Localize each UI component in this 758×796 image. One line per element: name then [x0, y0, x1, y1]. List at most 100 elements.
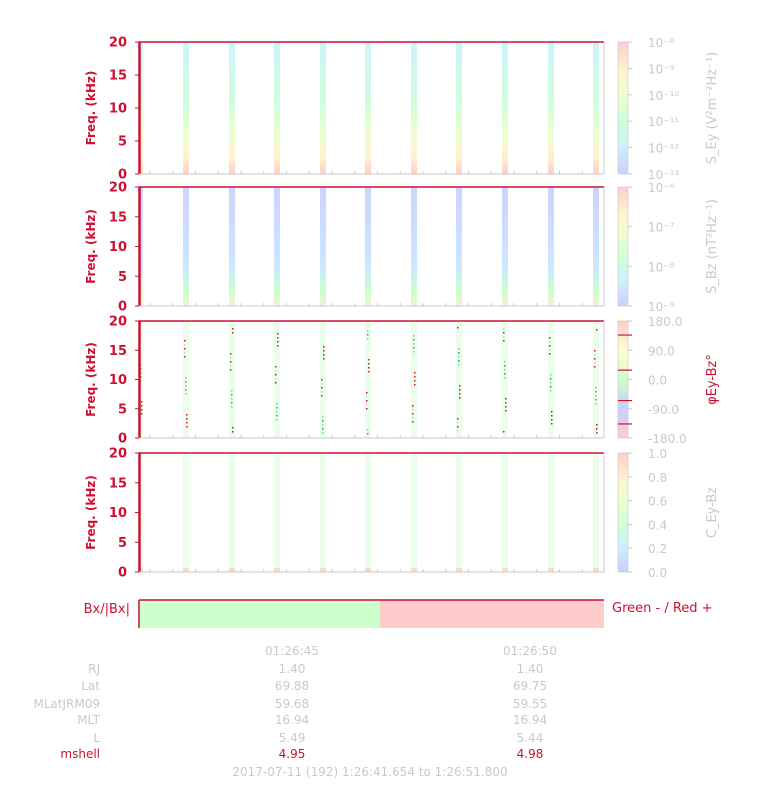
phase-dot	[549, 345, 551, 347]
phase-dot	[367, 338, 369, 340]
phase-dot	[412, 409, 414, 411]
phase-dot	[595, 391, 597, 393]
burst-column	[229, 42, 235, 174]
burst-column	[139, 187, 143, 306]
eph-col2-mshell: 4.98	[516, 747, 544, 761]
eph-label-lat: Lat	[81, 679, 100, 693]
phase-dot	[594, 366, 596, 368]
phase-dot	[459, 389, 461, 391]
y-tick-label: 5	[118, 402, 127, 417]
burst-column	[593, 321, 599, 438]
phase-dot	[322, 432, 324, 434]
bx-label: Bx/|Bx|	[84, 602, 130, 617]
phase-dot	[366, 408, 368, 410]
eph-col2-mlt: 16.94	[512, 713, 548, 727]
colorbar-tick-label: 10⁻⁹	[648, 300, 675, 314]
phase-dot	[141, 405, 143, 407]
colorbar-tick-label: 10⁻⁷	[648, 221, 675, 235]
phase-dot	[412, 417, 414, 419]
colorbar	[617, 186, 629, 307]
eph-col2-lat: 69.75	[512, 679, 548, 693]
burst-column	[274, 42, 280, 174]
phase-dot	[549, 341, 551, 343]
phase-dot	[457, 426, 459, 428]
burst-column	[548, 453, 554, 572]
phase-dot	[504, 365, 506, 367]
burst-column	[320, 321, 326, 438]
phase-dot	[458, 356, 460, 358]
colorbar-tick-label: 0.4	[648, 518, 667, 532]
phase-dot	[141, 401, 143, 403]
burst-column	[320, 453, 326, 572]
burst-column	[456, 42, 462, 174]
phase-dot	[595, 403, 597, 405]
phase-dot	[322, 416, 324, 418]
phase-dot	[596, 432, 598, 434]
phase-dot	[322, 420, 324, 422]
y-tick-label: 15	[109, 210, 127, 225]
phase-dot	[231, 390, 233, 392]
eph-col1-mlt: 16.94	[274, 713, 310, 727]
phase-dot	[505, 402, 507, 404]
burst-base	[456, 568, 462, 572]
phase-dot	[230, 361, 232, 363]
burst-column	[139, 453, 143, 572]
colorbar-tick-label: 10⁻⁸	[648, 36, 675, 50]
phase-dot	[277, 345, 279, 347]
eph-label-rj: RJ	[88, 662, 100, 676]
phase-dot	[276, 415, 278, 417]
colorbar-tick-label: 10⁻¹¹	[648, 115, 679, 129]
phase-dot	[184, 356, 186, 358]
phase-dot	[367, 330, 369, 332]
y-tick-label: 5	[118, 536, 127, 551]
spectrogram-panel-1: 0 5 10 15 20 Freq. (kHz) 10⁻⁸ 10⁻⁹ 10⁻¹⁰ 10⁻¹¹ 10⁻…	[84, 36, 720, 183]
phase-dot	[368, 363, 370, 365]
eph-label-mlat: MLatJRM09	[33, 697, 100, 711]
y-tick-label: 0	[118, 566, 127, 581]
eph-label-l: L	[93, 731, 100, 745]
colorbar-tick-label: 1.0	[648, 447, 667, 461]
burst-column	[229, 187, 235, 306]
y-tick-label: 5	[118, 270, 127, 285]
colorbar-tick-label: 0.2	[648, 542, 667, 556]
phase-dot	[504, 369, 506, 371]
y-tick-label: 0	[118, 432, 127, 447]
phase-dot	[458, 360, 460, 362]
spectrogram-panel-2: 0 5 10 15 20 Freq. (kHz) 10⁻⁶ 10⁻⁷ 10⁻⁸ 10⁻⁹ S_Bz …	[84, 181, 720, 315]
phase-dot	[413, 335, 415, 337]
burst-column	[320, 42, 326, 174]
phase-dot	[503, 328, 505, 330]
phase-dot	[366, 392, 368, 394]
phase-dot	[505, 406, 507, 408]
colorbar-tick-label: 0.0	[648, 566, 667, 580]
phase-dot	[322, 428, 324, 430]
phase-dot	[459, 393, 461, 395]
burst-base	[229, 568, 235, 572]
phase-dot	[367, 429, 369, 431]
colorbar-tick-label: 10⁻⁹	[648, 62, 675, 76]
phase-dot	[412, 421, 414, 423]
phase-dot	[550, 374, 552, 376]
phase-dot	[550, 382, 552, 384]
colorbar-label: S_Bz (nT²Hz⁻¹)	[705, 199, 720, 294]
phase-dot	[275, 366, 277, 368]
y-axis-label: Freq. (kHz)	[84, 342, 98, 417]
phase-dot	[457, 430, 459, 432]
phase-dot	[186, 422, 188, 424]
phase-dot	[275, 374, 277, 376]
time-tick-label: 01:26:50	[503, 644, 557, 658]
phase-dot	[275, 382, 277, 384]
burst-column	[411, 42, 417, 174]
phase-dot	[594, 358, 596, 360]
phase-dot	[503, 431, 505, 433]
colorbar-tick-label: -180.0	[648, 432, 687, 446]
phase-dot	[457, 327, 459, 329]
burst-column	[502, 321, 508, 438]
phase-dot	[323, 350, 325, 352]
colorbar-tick-label: 0.6	[648, 495, 667, 509]
phase-dot	[277, 341, 279, 343]
phase-dot	[412, 405, 414, 407]
colorbar-tick-label: 10⁻¹²	[648, 142, 679, 156]
phase-dot	[322, 424, 324, 426]
phase-dot	[505, 398, 507, 400]
